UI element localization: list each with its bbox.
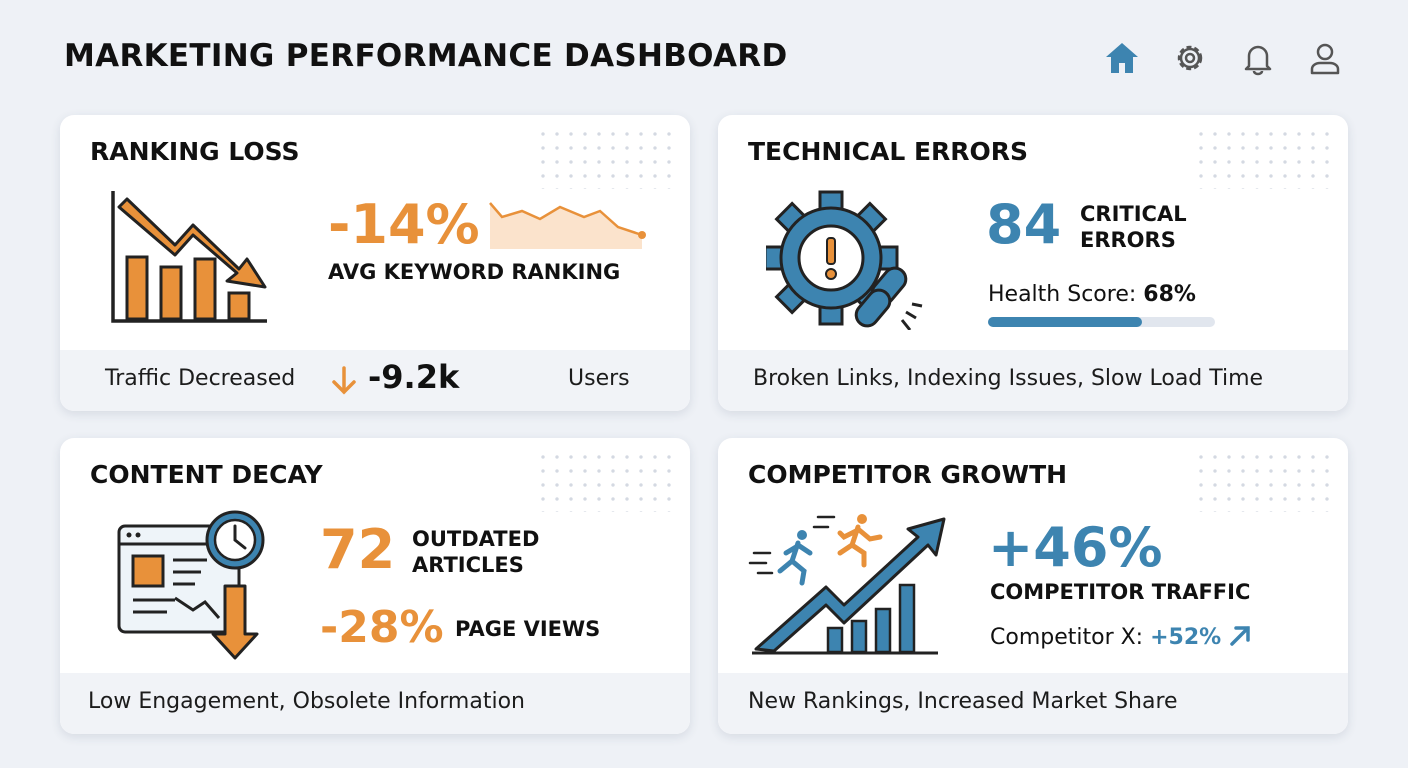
metric-value: 72 (320, 518, 396, 581)
content-decay-icon (117, 510, 265, 660)
decoration (1194, 127, 1334, 189)
metric-value: +46% (988, 516, 1163, 579)
metric-label: AVG KEYWORD RANKING (328, 260, 621, 284)
ranking-loss-card: RANKING LOSS -14% AVG KEYWORD RANKING Tr… (60, 115, 690, 411)
card-footer: New Rankings, Increased Market Share (718, 673, 1348, 734)
footer-text: Broken Links, Indexing Issues, Slow Load… (753, 366, 1264, 391)
competitor-growth-icon (748, 514, 946, 655)
up-arrow (1230, 626, 1250, 646)
sparkline (489, 202, 646, 249)
footer-text: New Rankings, Increased Market Share (748, 689, 1178, 714)
content-decay-card: CONTENT DECAY 72 OUTDATED ARTICLES -28% … (60, 438, 690, 734)
card-footer: Low Engagement, Obsolete Information (60, 673, 690, 734)
technical-errors-card: TECHNICAL ERRORS 84 (718, 115, 1348, 411)
competitor-growth-card: COMPETITOR GROWTH +46% COMPETITOR TRAFFI… (718, 438, 1348, 734)
secondary-value: -28% (320, 602, 444, 653)
metric-value: 84 (986, 193, 1062, 256)
settings-icon[interactable] (1172, 40, 1208, 76)
health-value: 68% (1143, 282, 1196, 307)
card-title: COMPETITOR GROWTH (748, 460, 1068, 489)
page-title: MARKETING PERFORMANCE DASHBOARD (64, 38, 788, 74)
home-icon[interactable] (1103, 40, 1141, 76)
down-arrow (332, 366, 356, 395)
metric-label: COMPETITOR TRAFFIC (990, 580, 1251, 604)
metric-label: CRITICAL ERRORS (1080, 202, 1187, 252)
secondary-label: PAGE VIEWS (455, 617, 601, 641)
competitor-value: +52% (1150, 625, 1222, 650)
decoration (536, 450, 676, 512)
decoration (1194, 450, 1334, 512)
ranking-chart-icon (111, 191, 267, 323)
card-footer: Traffic Decreased -9.2k Users (60, 350, 690, 411)
footer-text: Low Engagement, Obsolete Information (88, 689, 525, 714)
notification-icon[interactable] (1240, 40, 1276, 76)
card-title: CONTENT DECAY (90, 460, 323, 489)
footer-value: -9.2k (368, 358, 460, 396)
competitor-row: Competitor X: +52% (990, 624, 1252, 650)
health-track (988, 317, 1215, 327)
error-gear-icon (766, 190, 923, 330)
health-label: Health Score: (988, 282, 1137, 307)
health-score: Health Score: 68% (988, 282, 1196, 307)
competitor-label: Competitor X: (990, 625, 1144, 650)
user-icon[interactable] (1307, 40, 1343, 76)
metric-label: OUTDATED ARTICLES (412, 527, 540, 577)
card-title: TECHNICAL ERRORS (748, 137, 1029, 166)
decoration (536, 127, 676, 189)
card-title: RANKING LOSS (90, 137, 300, 166)
card-footer: Broken Links, Indexing Issues, Slow Load… (718, 350, 1348, 411)
health-bar (988, 317, 1143, 327)
metric-value: -14% (328, 193, 480, 256)
footer-unit: Users (568, 366, 630, 391)
footer-text: Traffic Decreased (105, 366, 296, 391)
